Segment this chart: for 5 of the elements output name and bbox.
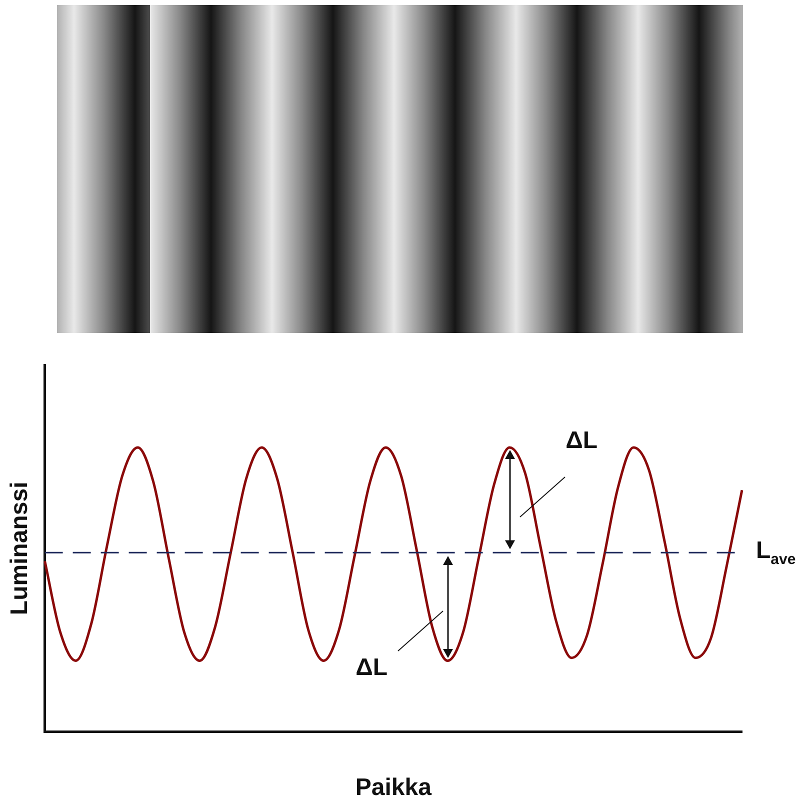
y-axis-title: Luminanssi xyxy=(6,482,34,616)
x-axis-title: Paikka xyxy=(355,774,432,802)
annotation: ΔL xyxy=(566,427,598,454)
annotation: ΔL xyxy=(356,654,388,681)
ref-line-label: L$_{ave}$ xyxy=(756,536,796,568)
